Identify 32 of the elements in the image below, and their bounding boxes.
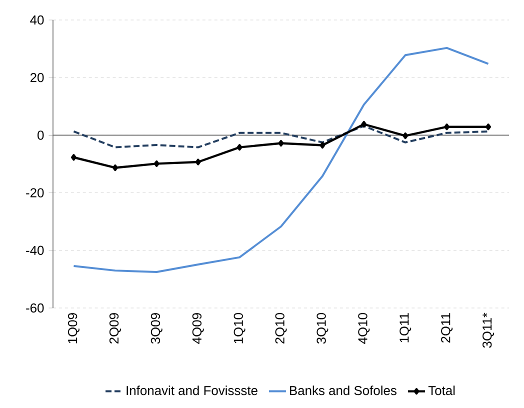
point xyxy=(486,124,492,130)
x-tick-label: 2Q09 xyxy=(109,313,121,344)
point xyxy=(195,158,201,166)
legend-label: Banks and Sofoles xyxy=(290,386,396,396)
y-tick-label: 20 xyxy=(30,73,44,82)
x-tick-label: 3Q10 xyxy=(316,313,328,344)
point xyxy=(70,154,76,161)
y-tick-label: 40 xyxy=(30,15,44,25)
x-tick-label: 1Q09 xyxy=(68,313,80,344)
legend-label: Infonavit and Fovissste xyxy=(126,386,258,396)
legend-label: Total xyxy=(428,386,455,396)
x-tick-label: 4Q10 xyxy=(358,313,370,344)
x-tick-label: 2Q10 xyxy=(275,313,287,344)
point xyxy=(444,124,450,130)
point xyxy=(154,160,160,167)
point xyxy=(112,164,118,172)
y-tick-label: -60 xyxy=(26,303,44,313)
y-tick-label: -40 xyxy=(26,246,44,255)
point xyxy=(361,120,367,128)
y-tick-label: 0 xyxy=(38,130,44,140)
point xyxy=(236,144,242,151)
point xyxy=(402,132,408,140)
x-tick-label: 3Q09 xyxy=(150,313,162,344)
x-tick-label: 1Q10 xyxy=(234,313,246,344)
x-tick-label: 4Q09 xyxy=(192,313,204,344)
y-tick-label: -20 xyxy=(26,188,44,198)
x-tick-label: 2Q11 xyxy=(441,313,453,343)
point xyxy=(320,142,326,149)
point xyxy=(278,140,284,147)
x-tick-label: 1Q11 xyxy=(400,313,412,342)
line-series xyxy=(72,46,490,273)
x-tick-label: 3Q11* xyxy=(482,312,494,348)
